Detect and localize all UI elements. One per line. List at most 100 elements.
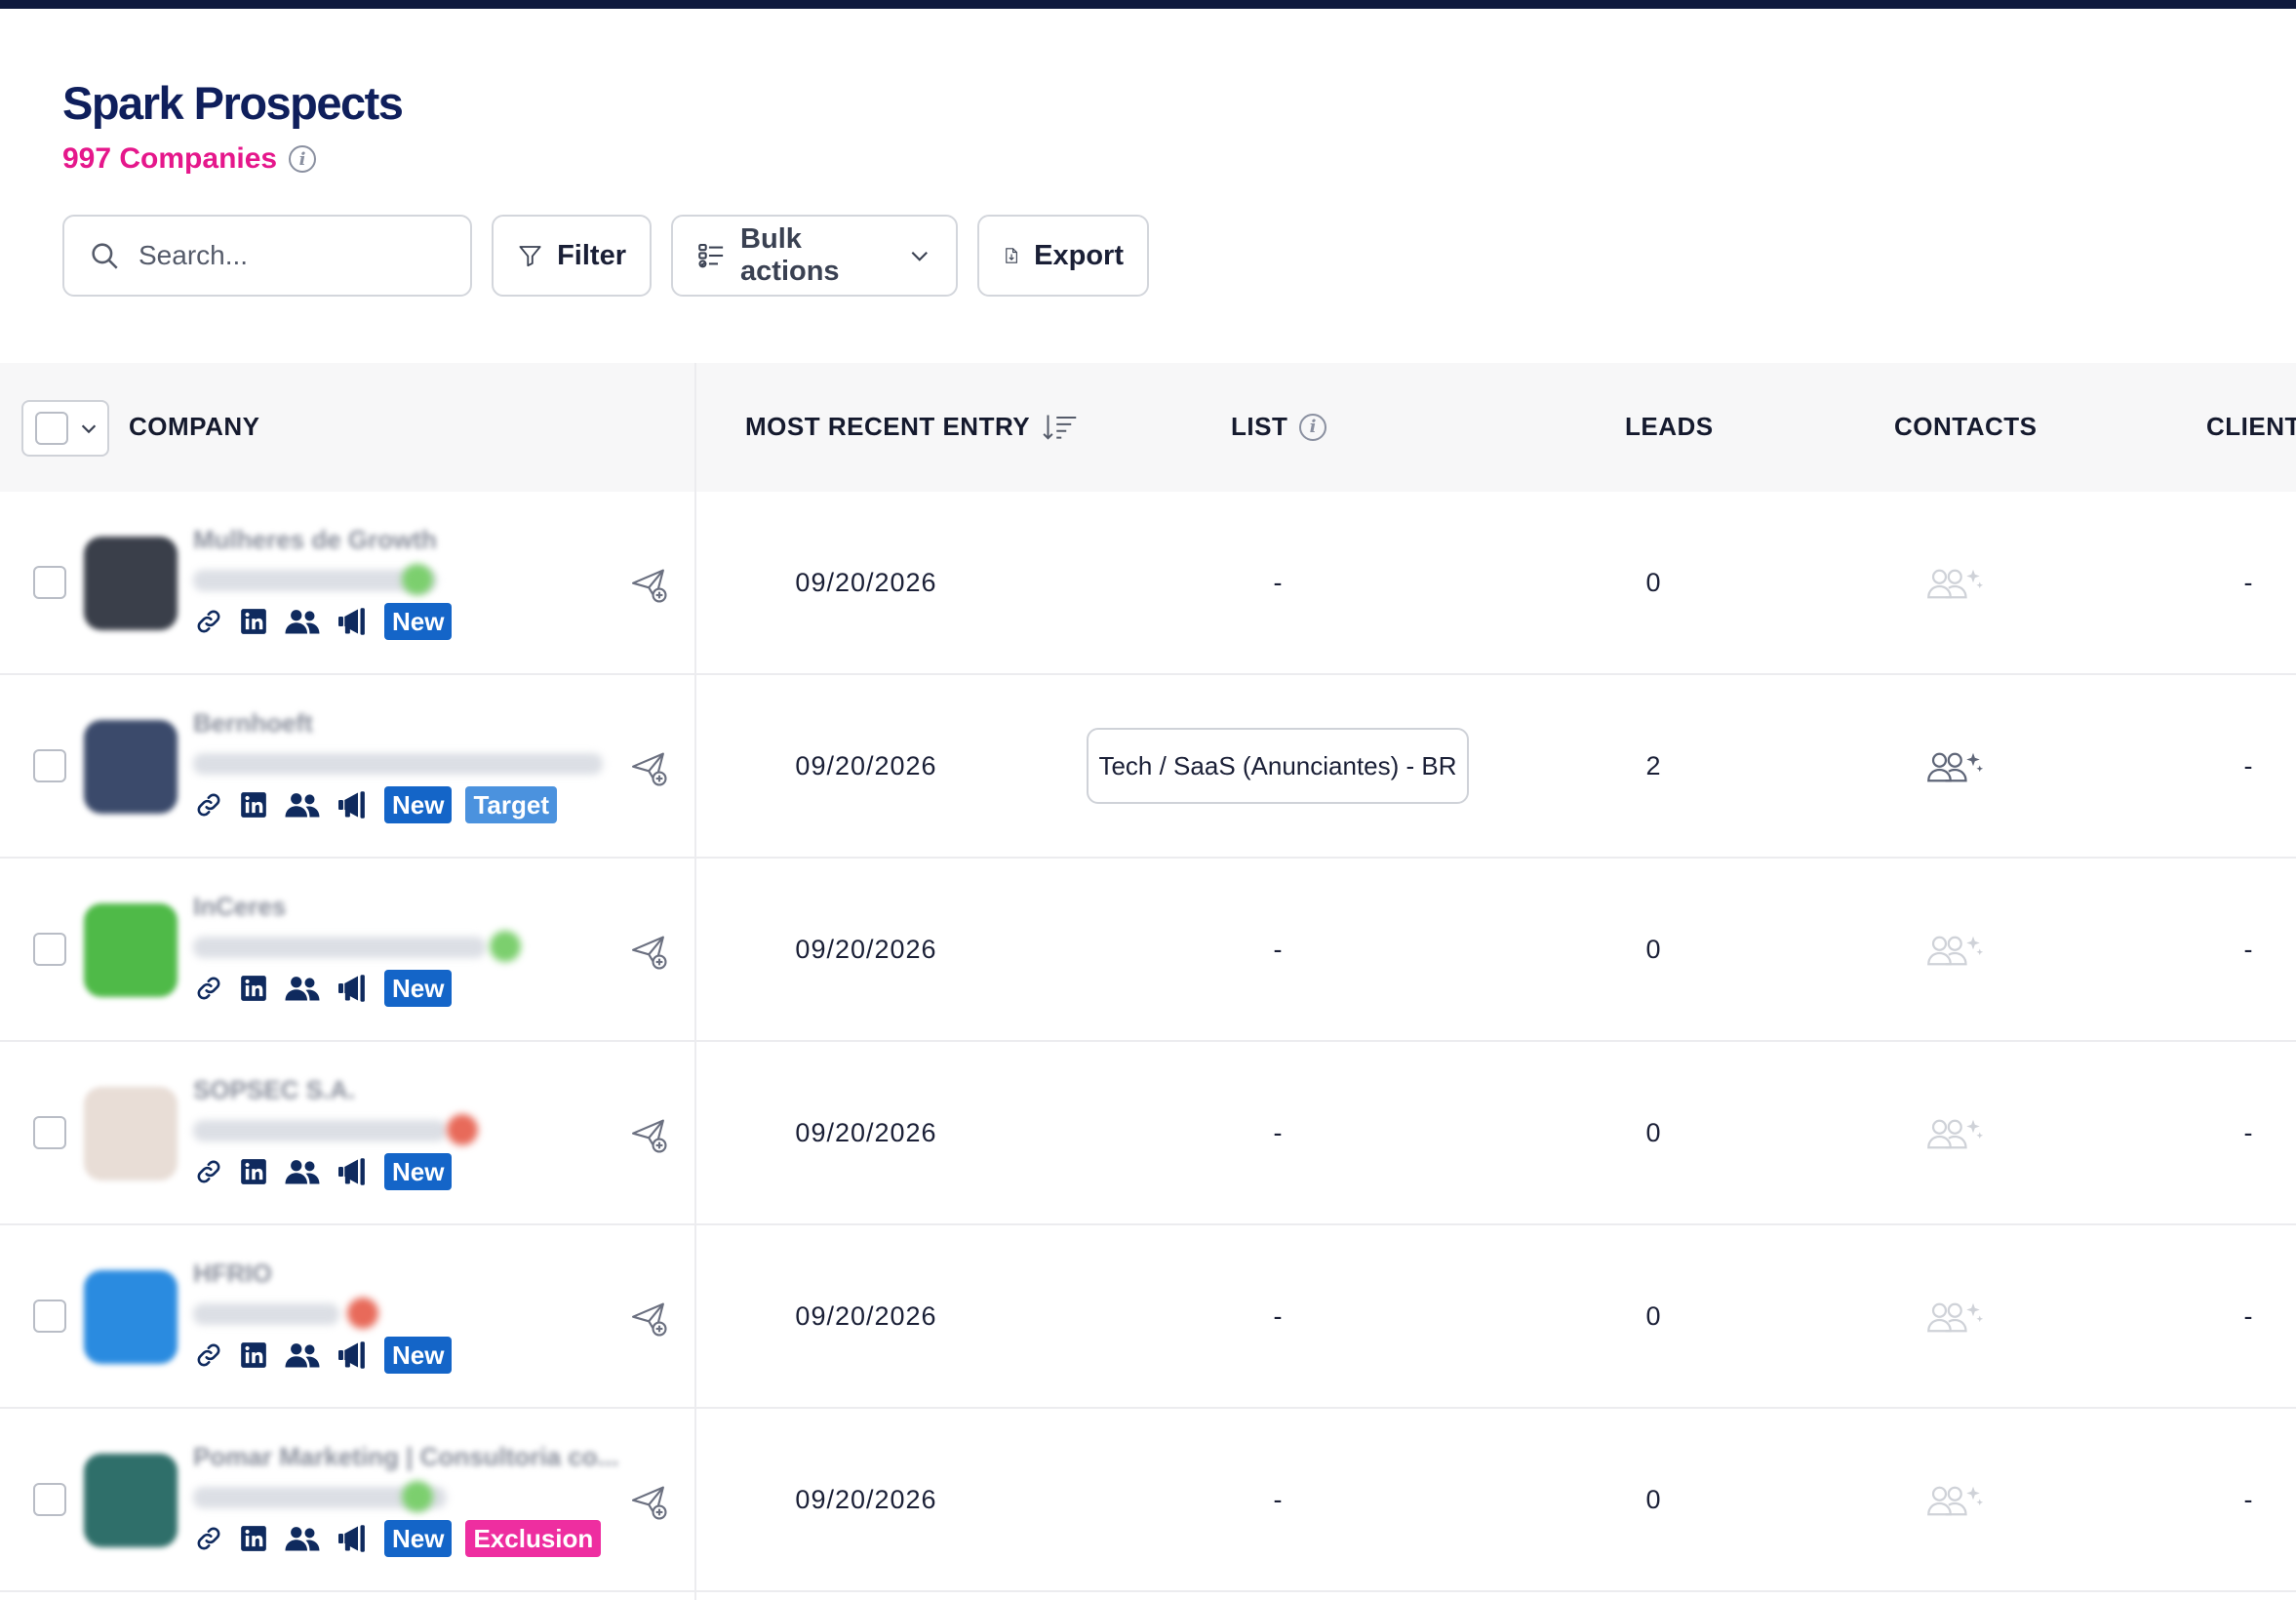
link-icon[interactable]: [193, 606, 224, 637]
contacts-sparkle-icon[interactable]: [1925, 1483, 1986, 1523]
people-icon[interactable]: [283, 1156, 322, 1187]
send-plus-icon[interactable]: [630, 1300, 669, 1343]
megaphone-icon[interactable]: [336, 606, 371, 637]
most-recent-entry-cell: 09/20/2026: [795, 568, 937, 597]
company-name[interactable]: Mulheres de Growth: [193, 525, 437, 554]
most-recent-entry-cell: 09/20/2026: [795, 935, 937, 964]
bulk-actions-button[interactable]: Bulk actions: [671, 215, 958, 297]
people-icon[interactable]: [283, 973, 322, 1004]
table-header: COMPANY MOST RECENT ENTRY LIST i LEADS C…: [0, 363, 2296, 492]
contacts-sparkle-icon[interactable]: [1925, 933, 1986, 973]
table-row[interactable]: HFRIO New 09/20/2026 - 0 -: [0, 1225, 2296, 1409]
linkedin-icon[interactable]: [238, 1523, 269, 1554]
linkedin-icon[interactable]: [238, 1340, 269, 1371]
leads-cell: 0: [1645, 935, 1661, 964]
company-name[interactable]: SOPSEC S.A.: [193, 1075, 356, 1104]
company-name[interactable]: InCeres: [193, 892, 287, 921]
client-cell: -: [2243, 1118, 2253, 1147]
status-dot: [490, 931, 521, 962]
column-client[interactable]: CLIENT: [2206, 412, 2296, 442]
contacts-sparkle-icon[interactable]: [1925, 1300, 1986, 1340]
linkedin-icon[interactable]: [238, 1156, 269, 1187]
company-logo: [84, 903, 178, 997]
chevron-down-icon: [81, 424, 97, 434]
row-checkbox[interactable]: [33, 1483, 66, 1516]
company-details: [193, 570, 437, 591]
people-icon[interactable]: [283, 789, 322, 820]
link-icon[interactable]: [193, 1523, 224, 1554]
megaphone-icon[interactable]: [336, 1156, 371, 1187]
linkedin-icon[interactable]: [238, 789, 269, 820]
contacts-sparkle-icon[interactable]: [1925, 566, 1986, 606]
column-company[interactable]: COMPANY: [129, 412, 259, 442]
megaphone-icon[interactable]: [336, 1340, 371, 1371]
list-cell: -: [1273, 1301, 1283, 1331]
row-checkbox[interactable]: [33, 1300, 66, 1333]
status-dot: [347, 1298, 378, 1329]
select-all-checkbox[interactable]: [35, 412, 68, 445]
column-leads[interactable]: LEADS: [1625, 412, 1714, 442]
bulk-actions-label: Bulk actions: [740, 223, 840, 287]
column-recent-label: MOST RECENT ENTRY: [745, 412, 1031, 441]
table-row[interactable]: SOPSEC S.A. New 09/20/2026 - 0 -: [0, 1042, 2296, 1225]
megaphone-icon[interactable]: [336, 973, 371, 1004]
send-plus-icon[interactable]: [630, 749, 669, 793]
badge-new: New: [384, 786, 453, 823]
link-icon[interactable]: [193, 1340, 224, 1371]
select-all-dropdown[interactable]: [21, 400, 109, 457]
link-icon[interactable]: [193, 1156, 224, 1187]
list-cell: -: [1273, 568, 1283, 597]
table-row[interactable]: Pomar Marketing | Consultoria co... New Ex…: [0, 1409, 2296, 1592]
link-icon[interactable]: [193, 789, 224, 820]
company-name[interactable]: Bernhoeft: [193, 708, 313, 738]
linkedin-icon[interactable]: [238, 973, 269, 1004]
column-contacts[interactable]: CONTACTS: [1894, 412, 2038, 442]
leads-cell: 0: [1645, 1485, 1661, 1514]
leads-cell: 0: [1645, 1301, 1661, 1331]
column-company-label: COMPANY: [129, 412, 260, 441]
list-tag[interactable]: Tech / SaaS (Anunciantes) - BR: [1087, 728, 1469, 804]
contacts-sparkle-icon[interactable]: [1925, 749, 1986, 789]
export-button[interactable]: Export: [977, 215, 1149, 297]
people-icon[interactable]: [283, 1523, 322, 1554]
sort-desc-icon[interactable]: [1042, 413, 1079, 442]
column-contacts-label: CONTACTS: [1894, 412, 2038, 441]
row-checkbox[interactable]: [33, 749, 66, 782]
company-name[interactable]: Pomar Marketing | Consultoria co...: [193, 1442, 619, 1471]
send-plus-icon[interactable]: [630, 1483, 669, 1527]
company-details: [193, 753, 603, 775]
send-plus-icon[interactable]: [630, 933, 669, 977]
link-icon[interactable]: [193, 973, 224, 1004]
column-list[interactable]: LIST i: [1231, 412, 1327, 442]
people-icon[interactable]: [283, 1340, 322, 1371]
export-file-icon: [1006, 248, 1017, 263]
row-checkbox[interactable]: [33, 933, 66, 966]
company-logo: [84, 1270, 178, 1364]
row-checkbox[interactable]: [33, 1116, 66, 1149]
table-row[interactable]: InCeres New 09/20/2026 - 0 -: [0, 859, 2296, 1042]
megaphone-icon[interactable]: [336, 1523, 371, 1554]
send-plus-icon[interactable]: [630, 1116, 669, 1160]
search-input[interactable]: [139, 240, 431, 271]
column-most-recent-entry[interactable]: MOST RECENT ENTRY: [745, 412, 1079, 442]
row-checkbox[interactable]: [33, 566, 66, 599]
search-box[interactable]: [62, 215, 472, 297]
table-row[interactable]: Mulheres de Growth New 09/20/2026 - 0 -: [0, 492, 2296, 675]
list-cell: -: [1273, 935, 1283, 964]
client-cell: -: [2243, 1301, 2253, 1331]
status-dot: [402, 1481, 433, 1512]
filter-button[interactable]: Filter: [492, 215, 652, 297]
info-icon[interactable]: i: [1299, 413, 1327, 441]
filter-icon: [519, 246, 541, 267]
megaphone-icon[interactable]: [336, 789, 371, 820]
company-links: New: [193, 1337, 453, 1374]
company-name[interactable]: HFRIO: [193, 1259, 272, 1288]
contacts-sparkle-icon[interactable]: [1925, 1116, 1986, 1156]
column-list-label: LIST: [1231, 412, 1288, 441]
send-plus-icon[interactable]: [630, 566, 669, 610]
table-row[interactable]: Bernhoeft New Target 09/20/2026 Tech / SaaS …: [0, 675, 2296, 859]
info-icon[interactable]: i: [289, 145, 317, 173]
linkedin-icon[interactable]: [238, 606, 269, 637]
badge-exclusion: Exclusion: [465, 1520, 602, 1557]
people-icon[interactable]: [283, 606, 322, 637]
